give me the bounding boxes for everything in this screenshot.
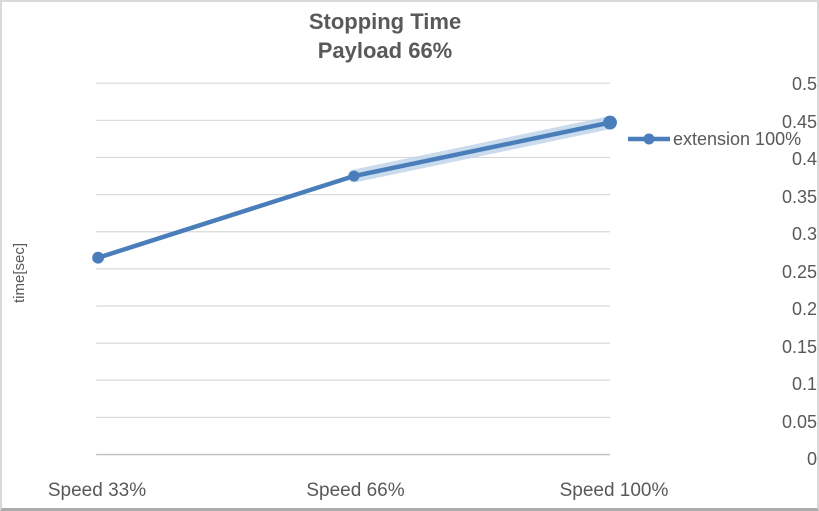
y-tick-label: 0.35 — [781, 186, 817, 207]
legend-label: extension 100% — [673, 128, 802, 149]
y-tick-label: 0.5 — [791, 74, 817, 94]
legend[interactable]: extension 100% — [628, 127, 801, 151]
chart-subtitle: Payload 66% — [317, 38, 453, 63]
chart-title-block: Stopping Time Payload 66% — [2, 7, 768, 65]
y-tick-label: 0.45 — [781, 111, 817, 132]
data-point-marker[interactable] — [603, 115, 617, 130]
legend-line-marker-icon — [628, 133, 670, 145]
x-tick-label: Speed 33% — [47, 480, 147, 501]
y-axis-title: time[sec] — [11, 243, 28, 304]
data-point-marker[interactable] — [348, 170, 360, 182]
y-tick-label: 0.4 — [791, 149, 817, 169]
x-tick-label: Speed 66% — [306, 480, 405, 501]
x-tick-label: Speed 100% — [559, 480, 669, 501]
y-tick-label: 0.05 — [781, 411, 817, 432]
y-tick-label: 0.25 — [781, 261, 817, 282]
data-point-marker[interactable] — [92, 251, 105, 264]
y-tick-label: 0.15 — [781, 336, 817, 357]
series-extension-100[interactable] — [92, 115, 617, 264]
y-tick-label: 0 — [806, 449, 817, 469]
y-tick-label: 0.2 — [791, 299, 817, 319]
y-tick-label: 0.1 — [791, 374, 817, 394]
chart-title: Stopping Time — [308, 9, 462, 34]
y-tick-label: 0.3 — [791, 224, 817, 244]
